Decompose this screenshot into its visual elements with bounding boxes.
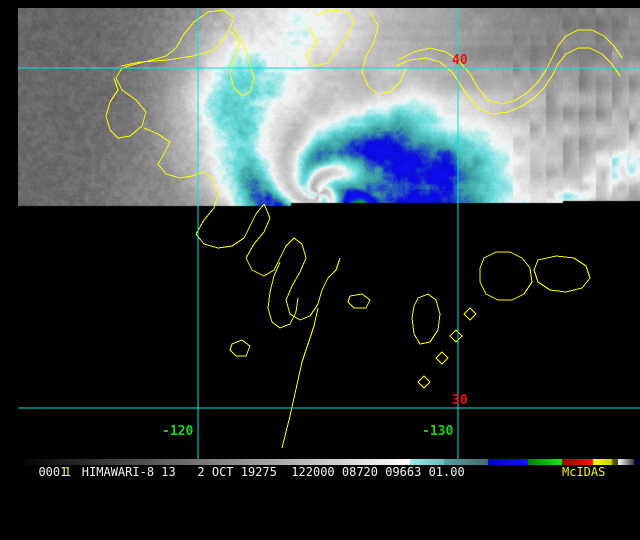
satellite-image-viewport[interactable]: 40 30 -120 -130 <box>0 0 640 461</box>
mcidas-status-line: 1 0001 HIMAWARI-8 13 2 OCT 19275 122000 … <box>0 465 640 480</box>
status-line-text: 0001 HIMAWARI-8 13 2 OCT 19275 122000 08… <box>24 465 465 479</box>
mcidas-brand-label: McIDAS <box>562 465 606 479</box>
frame-index-label: 1 <box>64 465 72 479</box>
mcidas-image-window: 40 30 -120 -130 1 0001 HIMAWARI-8 13 2 O… <box>0 0 640 480</box>
longitude-label-120: -120 <box>162 424 194 439</box>
himawari-8-infrared-image[interactable] <box>18 8 640 459</box>
ir-enhancement-colorbar[interactable] <box>18 459 640 465</box>
longitude-label-130: -130 <box>422 424 454 439</box>
latitude-label-30: 30 <box>452 393 468 408</box>
latitude-label-40: 40 <box>452 53 468 68</box>
